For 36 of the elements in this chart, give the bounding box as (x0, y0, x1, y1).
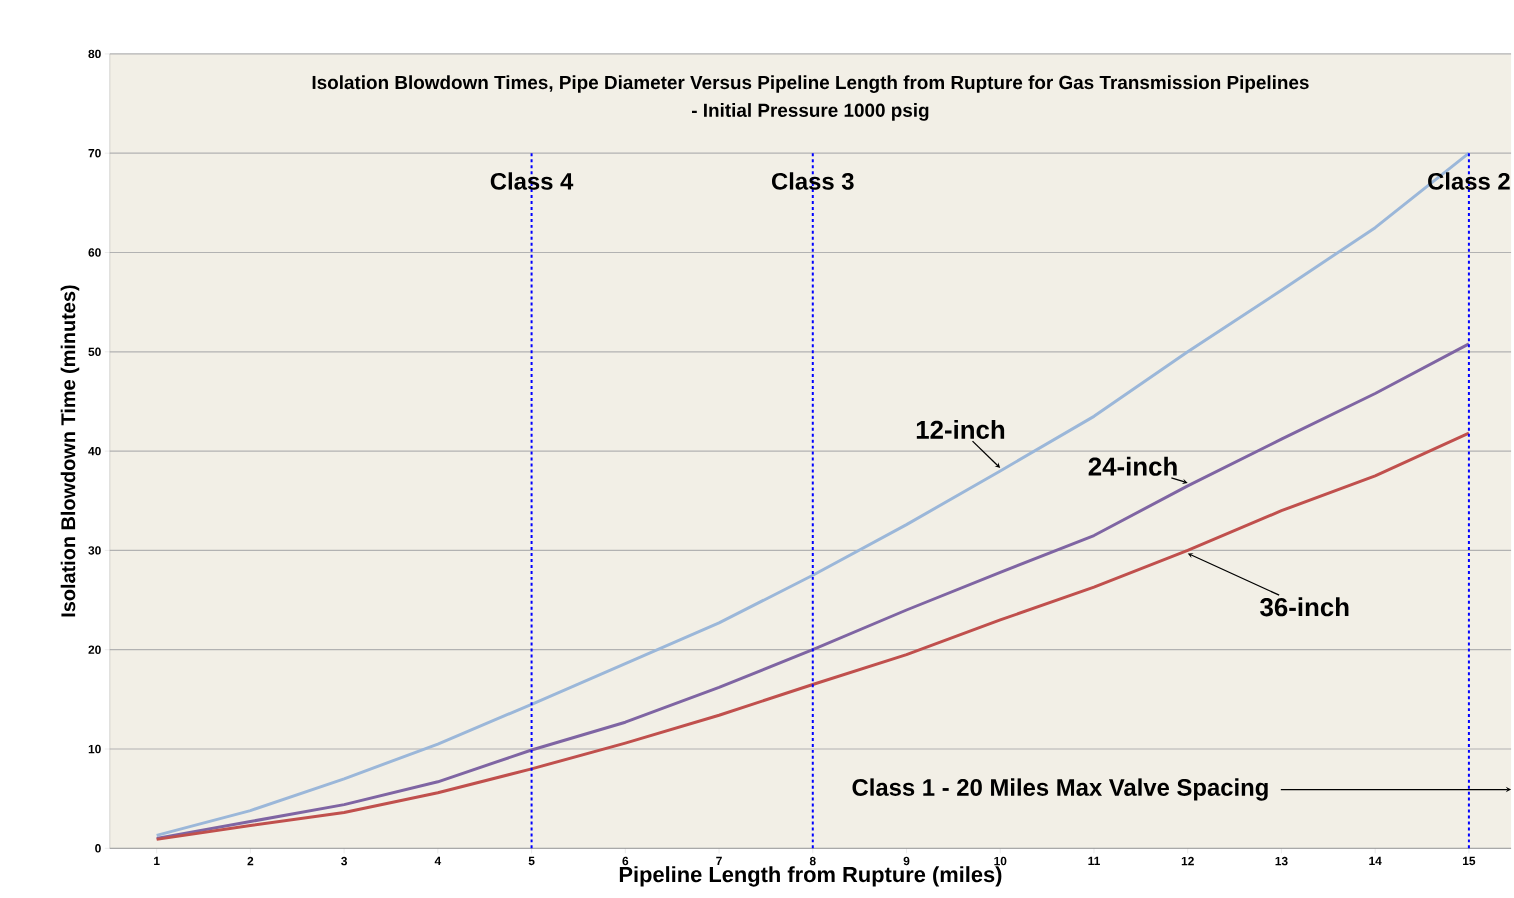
x-tick-label: 14 (1369, 856, 1382, 865)
x-tick-label: 4 (434, 856, 442, 865)
series-label: 24-inch (1088, 456, 1177, 476)
y-axis-title: Isolation Blowdown Time (minutes) (60, 285, 80, 617)
line-series (155, 342, 1471, 840)
text: 36-inch (1260, 597, 1349, 617)
x-tick-label: 3 (341, 856, 348, 866)
x-tick-label: 1 (154, 856, 160, 865)
y-tick-label: 20 (88, 645, 101, 654)
y-tick-label: 70 (88, 148, 101, 158)
x-tick-label: 10 (994, 856, 1007, 866)
x-tick-label: 5 (528, 856, 535, 866)
x-tick-label: 2 (247, 856, 254, 866)
x-tick-label: 12 (1181, 856, 1194, 866)
y-tick-label: 10 (88, 744, 101, 754)
y-tick-label: 80 (88, 49, 101, 58)
y-tick-label: 30 (88, 546, 101, 555)
ref-line-label: Class 4 (490, 172, 574, 190)
x-tick-label: 15 (1463, 856, 1476, 866)
x-tick-label: 11 (1088, 856, 1100, 865)
x-tick-label: 6 (622, 856, 629, 866)
y-tick-label: 0 (95, 844, 101, 853)
x-tick-label: 7 (716, 856, 722, 865)
x-axis-title: Pipeline Length from Rupture (miles) (619, 866, 1002, 887)
text: - Initial Pressure 1000 psig (691, 102, 929, 121)
ref-line-label: Class 3 (771, 172, 854, 190)
x-tick-label: 13 (1275, 856, 1288, 866)
y-tick-label: 50 (88, 347, 101, 356)
x-tick-label: 8 (809, 856, 816, 866)
x-tick-label: 9 (903, 856, 910, 866)
series-label: 12-inch (916, 419, 1005, 439)
ref-line-label: Class 2 (1428, 172, 1510, 190)
y-tick-label: 40 (88, 446, 101, 456)
y-tick-label: 60 (88, 248, 101, 257)
annotation: Class 1 - 20 Miles Max Valve Spacing (852, 778, 1268, 801)
text: Isolation Blowdown Times, Pipe Diameter Versus Pipeline Length from Rupture for Gas Transmission Pipelines (312, 75, 1309, 93)
